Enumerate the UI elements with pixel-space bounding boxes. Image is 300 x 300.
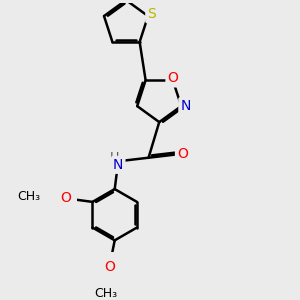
Text: CH₃: CH₃ [94, 287, 117, 300]
Text: O: O [167, 71, 178, 85]
Text: H: H [109, 151, 119, 164]
Text: O: O [177, 147, 188, 161]
Text: CH₃: CH₃ [18, 190, 41, 203]
Text: S: S [147, 7, 156, 21]
Text: N: N [113, 158, 124, 172]
Text: O: O [104, 260, 115, 274]
Text: N: N [180, 99, 191, 113]
Text: O: O [60, 191, 71, 205]
